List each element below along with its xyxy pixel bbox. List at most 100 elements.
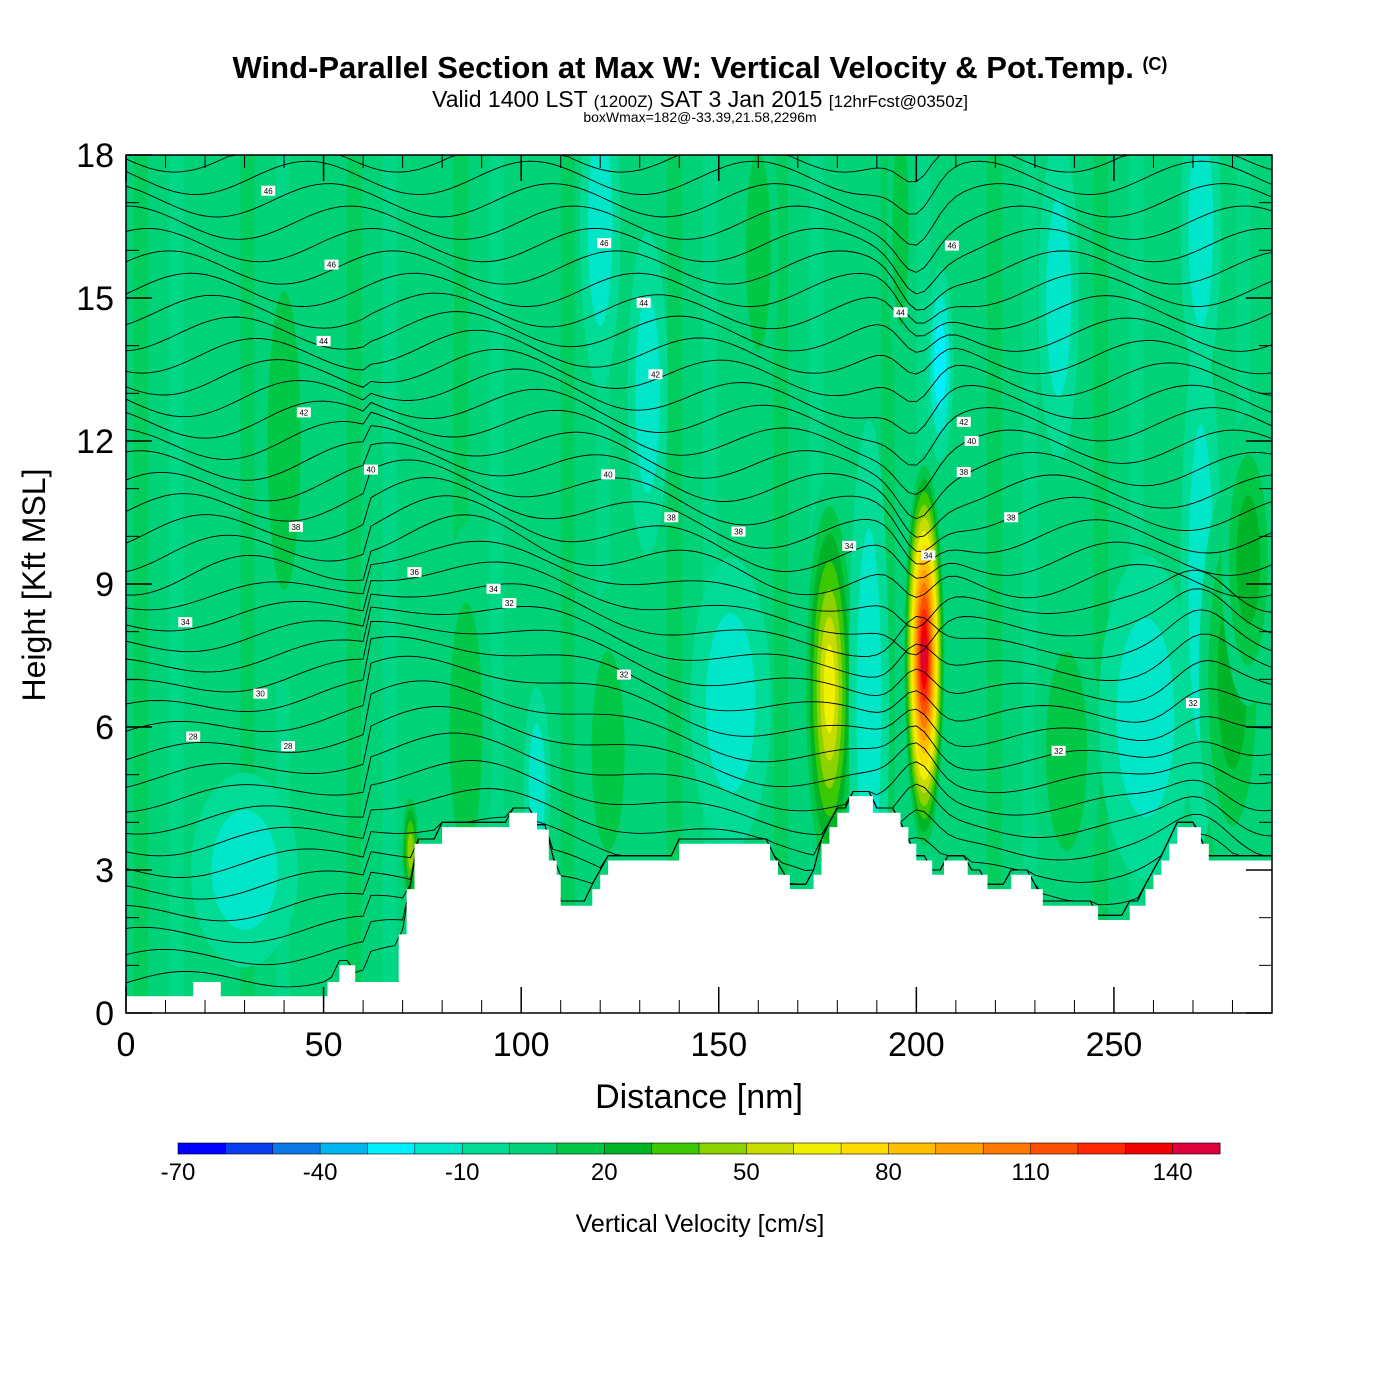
contour-labels: 46 46 46 46 44 44 44 42 42 42 40 40 40 38 38 38 38 38 36 34… [178,185,1200,756]
contour-label-text: 38 [291,523,300,532]
contour-label: 32 [1185,698,1200,709]
colorbar-swatch [367,1143,416,1154]
colorbar-tick-label: -70 [161,1159,196,1186]
colorbar-tick-label: -10 [445,1159,480,1186]
field-streak [1094,155,1109,1013]
isentrope-line [126,409,1272,495]
isentrope-line [126,477,1272,565]
velocity-contour [1188,155,1214,327]
isentrope-line [126,250,1272,311]
contour-label-bg [842,540,857,551]
isentrope-line [126,272,1272,324]
x-axis-label: Distance [nm] [595,1078,803,1116]
field-streak [774,155,788,1013]
isentrope-line [126,495,1272,579]
potential-temperature-contours [126,155,1272,988]
contour-label: 46 [944,240,959,251]
colorbar-tick-label: 50 [733,1159,760,1186]
isentrope-line [126,348,1272,403]
box-max-info: boxWmax=182@-33.39,21.58,2296m [583,109,817,125]
velocity-contour [591,651,625,851]
contour-label-text: 42 [651,370,660,379]
contour-label: 34 [178,617,193,628]
contour-label-text: 44 [639,299,648,308]
x-tick-label: 100 [493,1026,550,1064]
contour-label-text: 42 [959,418,968,427]
x-tick-label: 50 [305,1026,343,1064]
colorbar-swatch [651,1143,700,1154]
isentrope-line [126,540,1272,629]
contour-label: 38 [288,521,303,532]
colorbar-swatch [604,1143,653,1154]
contour-label: 44 [316,335,331,346]
field-streak [169,155,184,1013]
velocity-contour [1236,495,1261,625]
contour-label-text: 32 [1189,699,1198,708]
isentrope-line [126,790,1272,883]
colorbar-swatch [699,1143,747,1154]
colorbar-swatch [509,1143,558,1154]
contour-label: 38 [1004,512,1019,523]
contour-label: 46 [324,259,339,270]
colorbar-swatch [272,1143,321,1154]
contour-label-text: 46 [264,187,273,196]
velocity-contour [1045,651,1088,851]
velocity-contour [1116,617,1175,818]
contour-label: 44 [636,297,651,308]
colorbar-swatch [888,1143,937,1154]
colorbar-swatch [320,1143,368,1154]
chart-title: Wind-Parallel Section at Max W: Vertical… [0,50,1400,86]
contour-label: 40 [364,464,379,475]
contour-label: 40 [601,469,616,480]
contour-label: 32 [616,669,631,680]
contour-label: 32 [1051,745,1066,756]
contour-label-bg [956,466,971,477]
velocity-contour [1046,198,1072,398]
contour-label: 34 [921,550,936,561]
colorbar-swatch [1077,1143,1126,1154]
contour-label-bg [253,688,268,699]
contour-label-text: 32 [1054,747,1063,756]
colorbar-swatch [793,1143,842,1154]
isentrope-line [126,442,1272,538]
velocity-contour [407,832,414,870]
velocity-contour [705,613,756,793]
y-tick-label: 0 [95,995,114,1033]
contour-label: 28 [186,731,201,742]
isentrope-line [126,680,1272,771]
contour-label-bg [407,567,422,578]
contour-label-text: 44 [896,308,905,317]
contour-label-bg [956,416,971,427]
contour-label-bg [601,469,616,480]
isentrope-line [126,732,1272,816]
colorbar-swatch [1030,1143,1079,1154]
isentrope-line [126,227,1272,295]
contour-label: 46 [597,238,612,249]
isentrope-line [126,388,1272,466]
isentrope-line [126,425,1272,520]
y-axis-label: Height [Kft MSL] [16,469,52,702]
contour-label: 28 [281,741,296,752]
contour-label: 42 [956,416,971,427]
velocity-contour [892,155,909,327]
contour-label-bg [921,550,936,561]
y-tick-label: 6 [95,709,114,747]
contour-label: 40 [964,436,979,446]
colorbar-swatch [414,1143,463,1154]
isentrope-line [126,292,1272,337]
isentrope-line [126,620,1272,703]
contour-label-text: 34 [845,542,854,551]
colorbar-swatch [462,1143,511,1154]
isentrope-line [126,160,1272,215]
colorbar-tick-label: -40 [303,1159,338,1186]
valid-time: Valid 1400 LST [432,86,588,112]
contour-label-text: 46 [600,239,609,248]
isentrope-line [126,760,1272,838]
y-tick-label: 12 [76,423,114,461]
contour-label-text: 38 [667,513,676,522]
isentrope-line [126,183,1272,246]
field-streak [418,155,433,1013]
contour-label: 36 [407,567,422,578]
contour-label-bg [944,240,959,251]
